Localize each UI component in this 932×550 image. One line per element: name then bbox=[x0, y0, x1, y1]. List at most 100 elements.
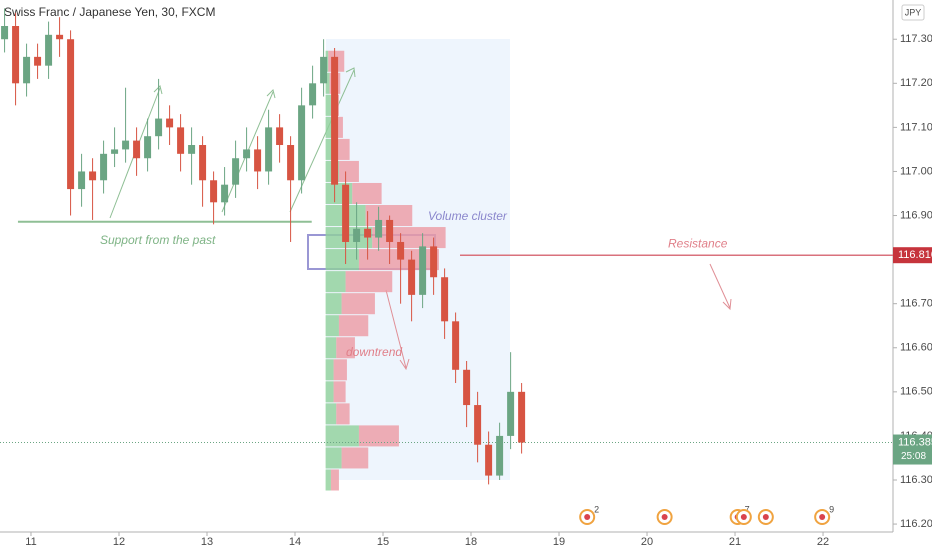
candle-body bbox=[287, 145, 295, 181]
resistance-price-box bbox=[893, 247, 932, 264]
profile-down bbox=[336, 138, 350, 160]
y-tick-label: 116.300 bbox=[900, 474, 932, 486]
resistance-label: Resistance bbox=[668, 236, 728, 250]
profile-down bbox=[330, 469, 339, 491]
profile-up bbox=[325, 72, 330, 94]
candle-body bbox=[12, 26, 20, 84]
profile-up bbox=[325, 403, 337, 425]
event-dot bbox=[819, 514, 826, 520]
y-tick-label: 116.600 bbox=[900, 342, 932, 354]
candle-body bbox=[100, 153, 108, 181]
event-count: 7 bbox=[745, 504, 750, 514]
candle-body bbox=[89, 171, 97, 181]
event-dot bbox=[740, 514, 747, 520]
candle-body bbox=[221, 184, 229, 203]
down-arrows bbox=[385, 263, 732, 371]
profile-down bbox=[336, 337, 355, 359]
candle-body bbox=[1, 26, 9, 40]
support-label: Support from the past bbox=[100, 233, 216, 247]
candle-body bbox=[342, 184, 350, 242]
profile-up bbox=[325, 138, 337, 160]
profile-down bbox=[338, 315, 369, 337]
candle-body bbox=[111, 149, 119, 154]
profile-down bbox=[336, 403, 350, 425]
y-tick-label: 117.000 bbox=[900, 165, 932, 177]
candle-body bbox=[331, 56, 339, 185]
profile-up bbox=[325, 469, 331, 491]
candle-body bbox=[309, 83, 317, 106]
profile-up bbox=[325, 381, 334, 403]
x-tick-label: 21 bbox=[729, 536, 741, 548]
event-count: 2 bbox=[594, 504, 599, 514]
x-tick-label: 13 bbox=[201, 536, 213, 548]
candle-body bbox=[474, 405, 482, 445]
candle-body bbox=[34, 56, 42, 66]
candle-body bbox=[122, 140, 130, 150]
candle-body bbox=[441, 277, 449, 322]
annotation: Volume cluster bbox=[428, 209, 508, 223]
profile-up bbox=[325, 293, 342, 315]
profile-down bbox=[333, 381, 346, 403]
y-tick-label: 117.300 bbox=[900, 33, 932, 45]
profile-up bbox=[325, 249, 359, 271]
candle-body bbox=[375, 219, 383, 238]
candle-body bbox=[155, 118, 163, 137]
candle-body bbox=[397, 241, 405, 260]
candle-body bbox=[177, 127, 185, 154]
profile-up bbox=[325, 271, 346, 293]
y-tick-label: 116.700 bbox=[900, 298, 932, 310]
candle-body bbox=[298, 105, 306, 181]
profile-up bbox=[325, 315, 339, 337]
profile-down bbox=[338, 160, 359, 182]
candle-body bbox=[518, 391, 526, 443]
candle-body bbox=[78, 171, 86, 190]
candle-body bbox=[353, 228, 361, 242]
candle-body bbox=[166, 118, 174, 128]
candle-body bbox=[67, 39, 75, 190]
candle-body bbox=[243, 149, 251, 159]
candle-body bbox=[430, 246, 438, 278]
y-tick-label: 117.200 bbox=[900, 77, 932, 89]
candle-body bbox=[188, 145, 196, 154]
profile-down bbox=[352, 182, 382, 205]
y-tick-label: 116.500 bbox=[900, 386, 932, 398]
x-tick-label: 20 bbox=[641, 536, 653, 548]
profile-down bbox=[341, 447, 369, 469]
candle-body bbox=[496, 435, 504, 476]
currency: JPY bbox=[905, 7, 922, 17]
x-tick-label: 15 bbox=[377, 536, 389, 548]
candle-body bbox=[320, 56, 328, 84]
x-tick-label: 14 bbox=[289, 536, 301, 548]
candle-body bbox=[507, 391, 515, 436]
candle-body bbox=[463, 369, 471, 406]
last-price-box bbox=[893, 434, 932, 465]
candle-body bbox=[144, 136, 152, 159]
profile-down bbox=[333, 359, 347, 381]
candle-body bbox=[452, 321, 460, 370]
profile-down bbox=[341, 293, 375, 315]
profile-up bbox=[325, 94, 331, 116]
candle-body bbox=[386, 219, 394, 242]
profile-up bbox=[325, 447, 342, 469]
y-tick-label: 116.200 bbox=[900, 518, 932, 530]
candle-body bbox=[133, 140, 141, 159]
event-dot bbox=[762, 514, 769, 520]
x-tick-label: 18 bbox=[465, 536, 477, 548]
x-tick-label: 12 bbox=[113, 536, 125, 548]
currency-box bbox=[901, 4, 925, 21]
profile-down bbox=[345, 271, 393, 293]
event-count: 9 bbox=[829, 504, 834, 514]
candle-body bbox=[210, 180, 218, 203]
candle-body bbox=[199, 145, 207, 181]
x-tick-label: 22 bbox=[817, 536, 829, 548]
candle-body bbox=[254, 149, 262, 172]
last-price: 116.385 bbox=[898, 436, 932, 448]
candle-body bbox=[485, 444, 493, 476]
candle-body bbox=[45, 34, 53, 66]
candle-body bbox=[419, 246, 427, 295]
candle-body bbox=[265, 127, 273, 172]
candle-body bbox=[276, 127, 284, 146]
x-tick-label: 19 bbox=[553, 536, 565, 548]
candle-body bbox=[232, 158, 240, 185]
